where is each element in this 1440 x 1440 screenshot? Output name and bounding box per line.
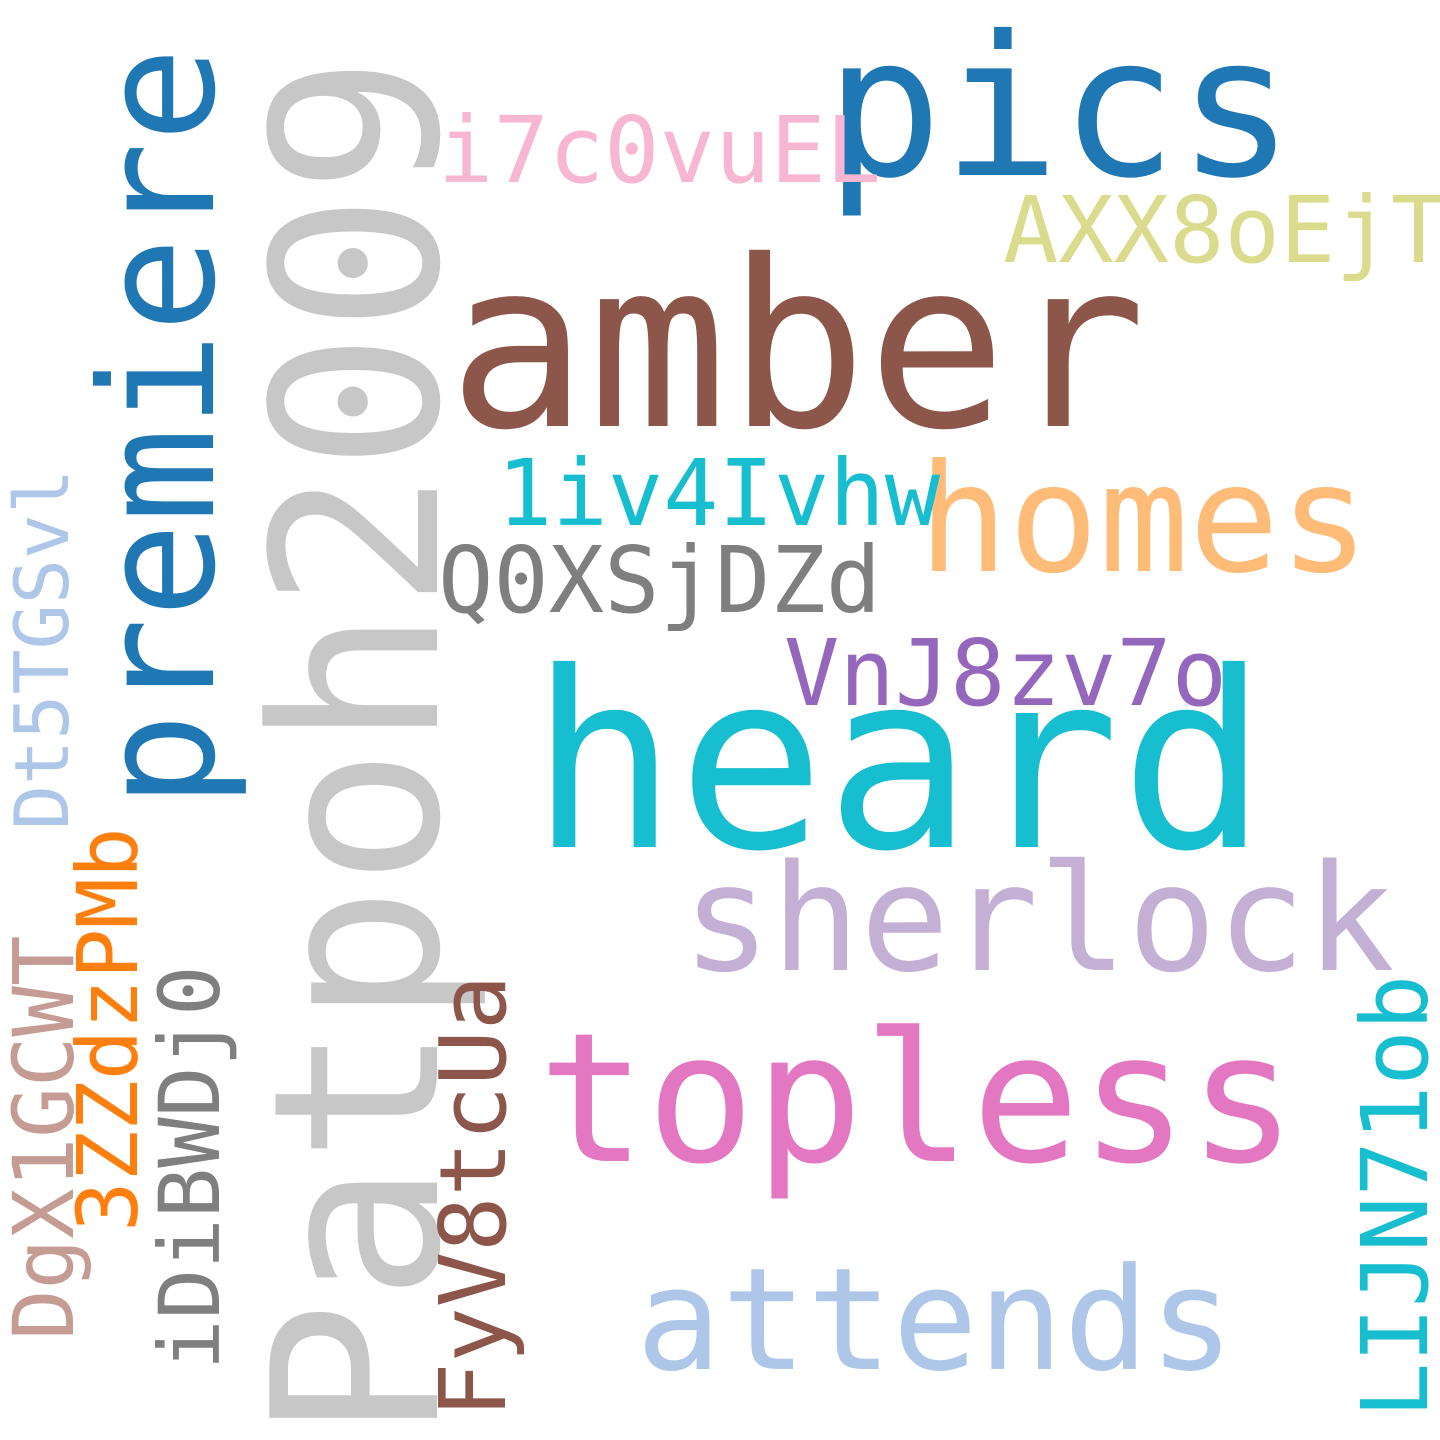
word-dt5tgsvl: Dt5TGSvl [0, 468, 86, 830]
word-sherlock: sherlock [682, 833, 1395, 1005]
word-3zzdzpmb: 3ZZdzPMb [59, 827, 157, 1232]
word-lijn71ob: LIJN71ob [1342, 974, 1440, 1418]
word-attends: attends [636, 1238, 1235, 1403]
word-amber: amber [448, 211, 1147, 481]
word-1iv4ivhw: 1iv4Ivhw [497, 440, 941, 547]
word-vnj8zv7o: VnJ8zv7o [784, 620, 1228, 727]
word-homes: homes [918, 433, 1370, 607]
word-topless: topless [538, 995, 1297, 1204]
word-q0xsjdzd: Q0XSjDZd [438, 527, 882, 634]
word-premiere: premiere [67, 47, 251, 808]
word-i7c0vuel: i7c0vuEL [438, 97, 882, 204]
word-fyv8tcua: FyV8tcUa [420, 974, 527, 1418]
word-heard: heard [530, 620, 1268, 905]
word-idibwdj0: iDiBWDj0 [141, 965, 239, 1370]
word-axx8oejt: AXX8oEjT [1003, 177, 1440, 284]
word-pics: pics [825, 0, 1295, 221]
